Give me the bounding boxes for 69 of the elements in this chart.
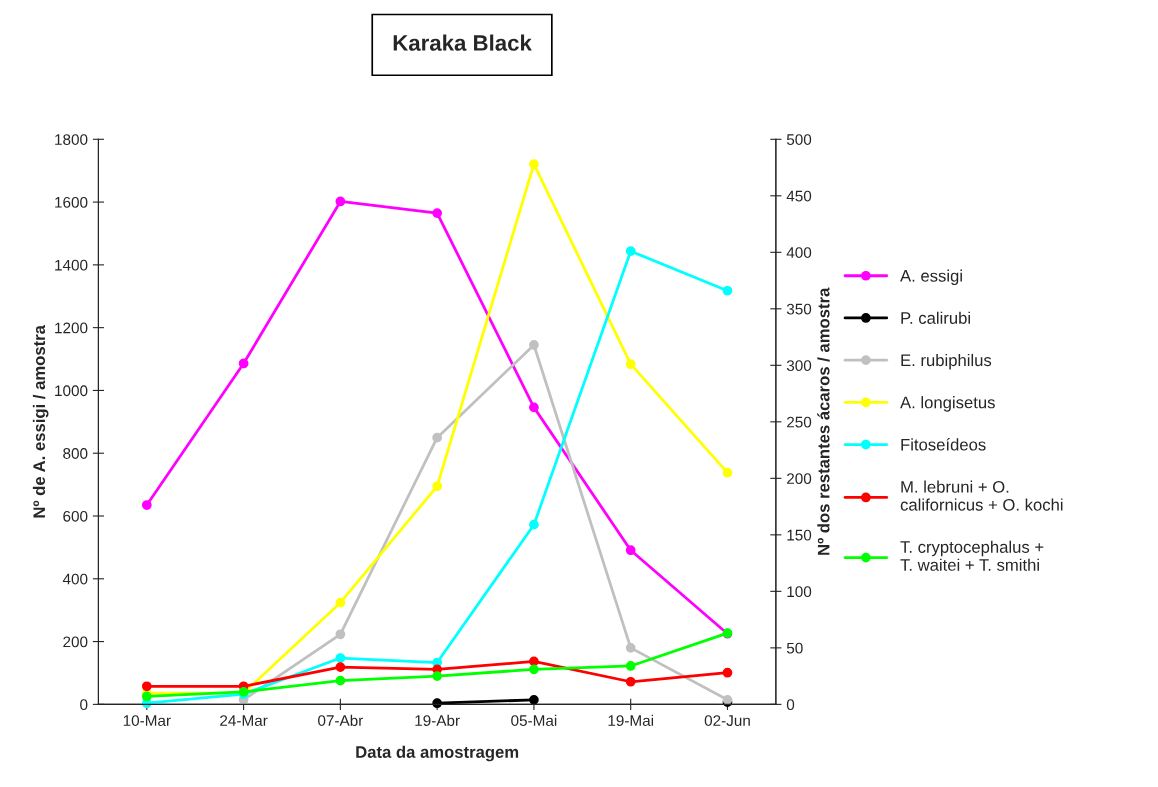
x-tick-label: 24-Mar	[220, 715, 268, 726]
point	[141, 691, 152, 702]
x-tick-label: 19-Abr	[415, 714, 460, 726]
y2-tick-label: 400	[786, 247, 812, 258]
y2-tick-label: 250	[787, 416, 812, 428]
point	[625, 642, 636, 653]
point	[432, 432, 443, 443]
legend-label: Fitoseídeos	[901, 438, 986, 451]
point	[335, 662, 346, 672]
point	[625, 246, 636, 257]
point	[432, 671, 443, 681]
point	[432, 208, 443, 218]
x-axis-title: Data da amostragem	[356, 745, 519, 762]
y-tick-label: 200	[63, 636, 88, 648]
y-tick-label: 600	[63, 510, 88, 522]
point	[432, 481, 443, 492]
y-tick-label: 1800	[55, 134, 88, 145]
point	[529, 656, 539, 667]
point	[722, 285, 733, 296]
point	[335, 675, 346, 686]
y-tick-label: 0	[80, 699, 88, 711]
y2-tick-label: 350	[786, 303, 812, 315]
legend-label: P. calirubi	[901, 311, 970, 324]
y2-tick-label: 0	[786, 699, 795, 711]
y-tick-label: 800	[63, 448, 88, 459]
x-tick-label: 02-Jun	[704, 715, 750, 726]
x-tick-label: 07-Abr	[318, 714, 364, 726]
point	[335, 597, 346, 608]
y-tick-label: 1400	[55, 259, 88, 271]
x-tick-label: 05-Mai	[511, 714, 557, 726]
y-tick-label: 1600	[55, 196, 88, 208]
point	[529, 159, 539, 170]
point	[238, 358, 249, 369]
y2-tick-label: 200	[787, 473, 812, 485]
point	[625, 661, 636, 671]
point	[625, 359, 636, 370]
y-tick-label: 1000	[55, 385, 88, 397]
legend-label: A. longisetus	[900, 396, 995, 412]
y2-tick-label: 450	[786, 190, 812, 202]
point	[529, 340, 539, 350]
x-tick-label: 10-Mar	[123, 715, 171, 726]
legend-label: M. lebruni + O. californicus + O. kochi	[900, 480, 1063, 511]
y-tick-label: 400	[62, 573, 88, 585]
y2-tick-label: 150	[787, 529, 812, 541]
y-tick-label: 1200	[55, 322, 88, 334]
legend-label: E. rubiphilus	[901, 353, 992, 370]
point	[141, 681, 152, 692]
y2-axis-title: Nº dos restantes ácaros / amostra	[817, 287, 830, 555]
legend-label: T. cryptocephalus + T. waitei + T. smithi	[900, 540, 1044, 571]
point	[625, 676, 636, 687]
point	[335, 629, 346, 640]
point	[141, 500, 152, 510]
y2-tick-label: 100	[787, 586, 812, 598]
point	[625, 545, 636, 556]
y2-tick-label: 50	[786, 642, 803, 654]
point	[529, 664, 539, 675]
y-axis-title: Nº de A. essigi / amostra	[32, 324, 49, 518]
point	[529, 519, 539, 530]
point	[722, 467, 733, 478]
y2-tick-label: 300	[786, 360, 812, 372]
point	[335, 196, 346, 207]
y2-tick-label: 500	[786, 134, 812, 145]
point	[529, 402, 539, 413]
chart-title: Karaka Black	[393, 34, 532, 51]
point	[722, 667, 733, 678]
legend-label: A. essigi	[900, 269, 962, 286]
point	[529, 694, 539, 705]
x-tick-label: 19-Mai	[608, 714, 654, 726]
point	[335, 653, 346, 663]
